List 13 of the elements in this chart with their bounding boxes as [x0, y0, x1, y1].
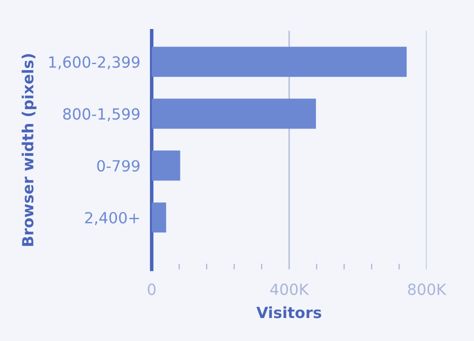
bar: [152, 202, 166, 233]
y-tick-label: 1,600-2,399: [49, 56, 140, 70]
x-tick-label: 800K: [408, 284, 447, 296]
x-tick-label: 0: [148, 284, 156, 296]
y-tick-label: 800-1,599: [63, 108, 140, 122]
x-axis-title: Visitors: [256, 306, 322, 318]
bar: [152, 46, 407, 77]
bar: [152, 98, 316, 129]
y-tick-label: 2,400+: [85, 212, 139, 226]
y-tick-label: 0-799: [97, 160, 140, 172]
bar: [152, 150, 180, 181]
x-tick-label: 400K: [270, 284, 310, 296]
y-axis-title: Browser width (pixels): [22, 54, 36, 246]
